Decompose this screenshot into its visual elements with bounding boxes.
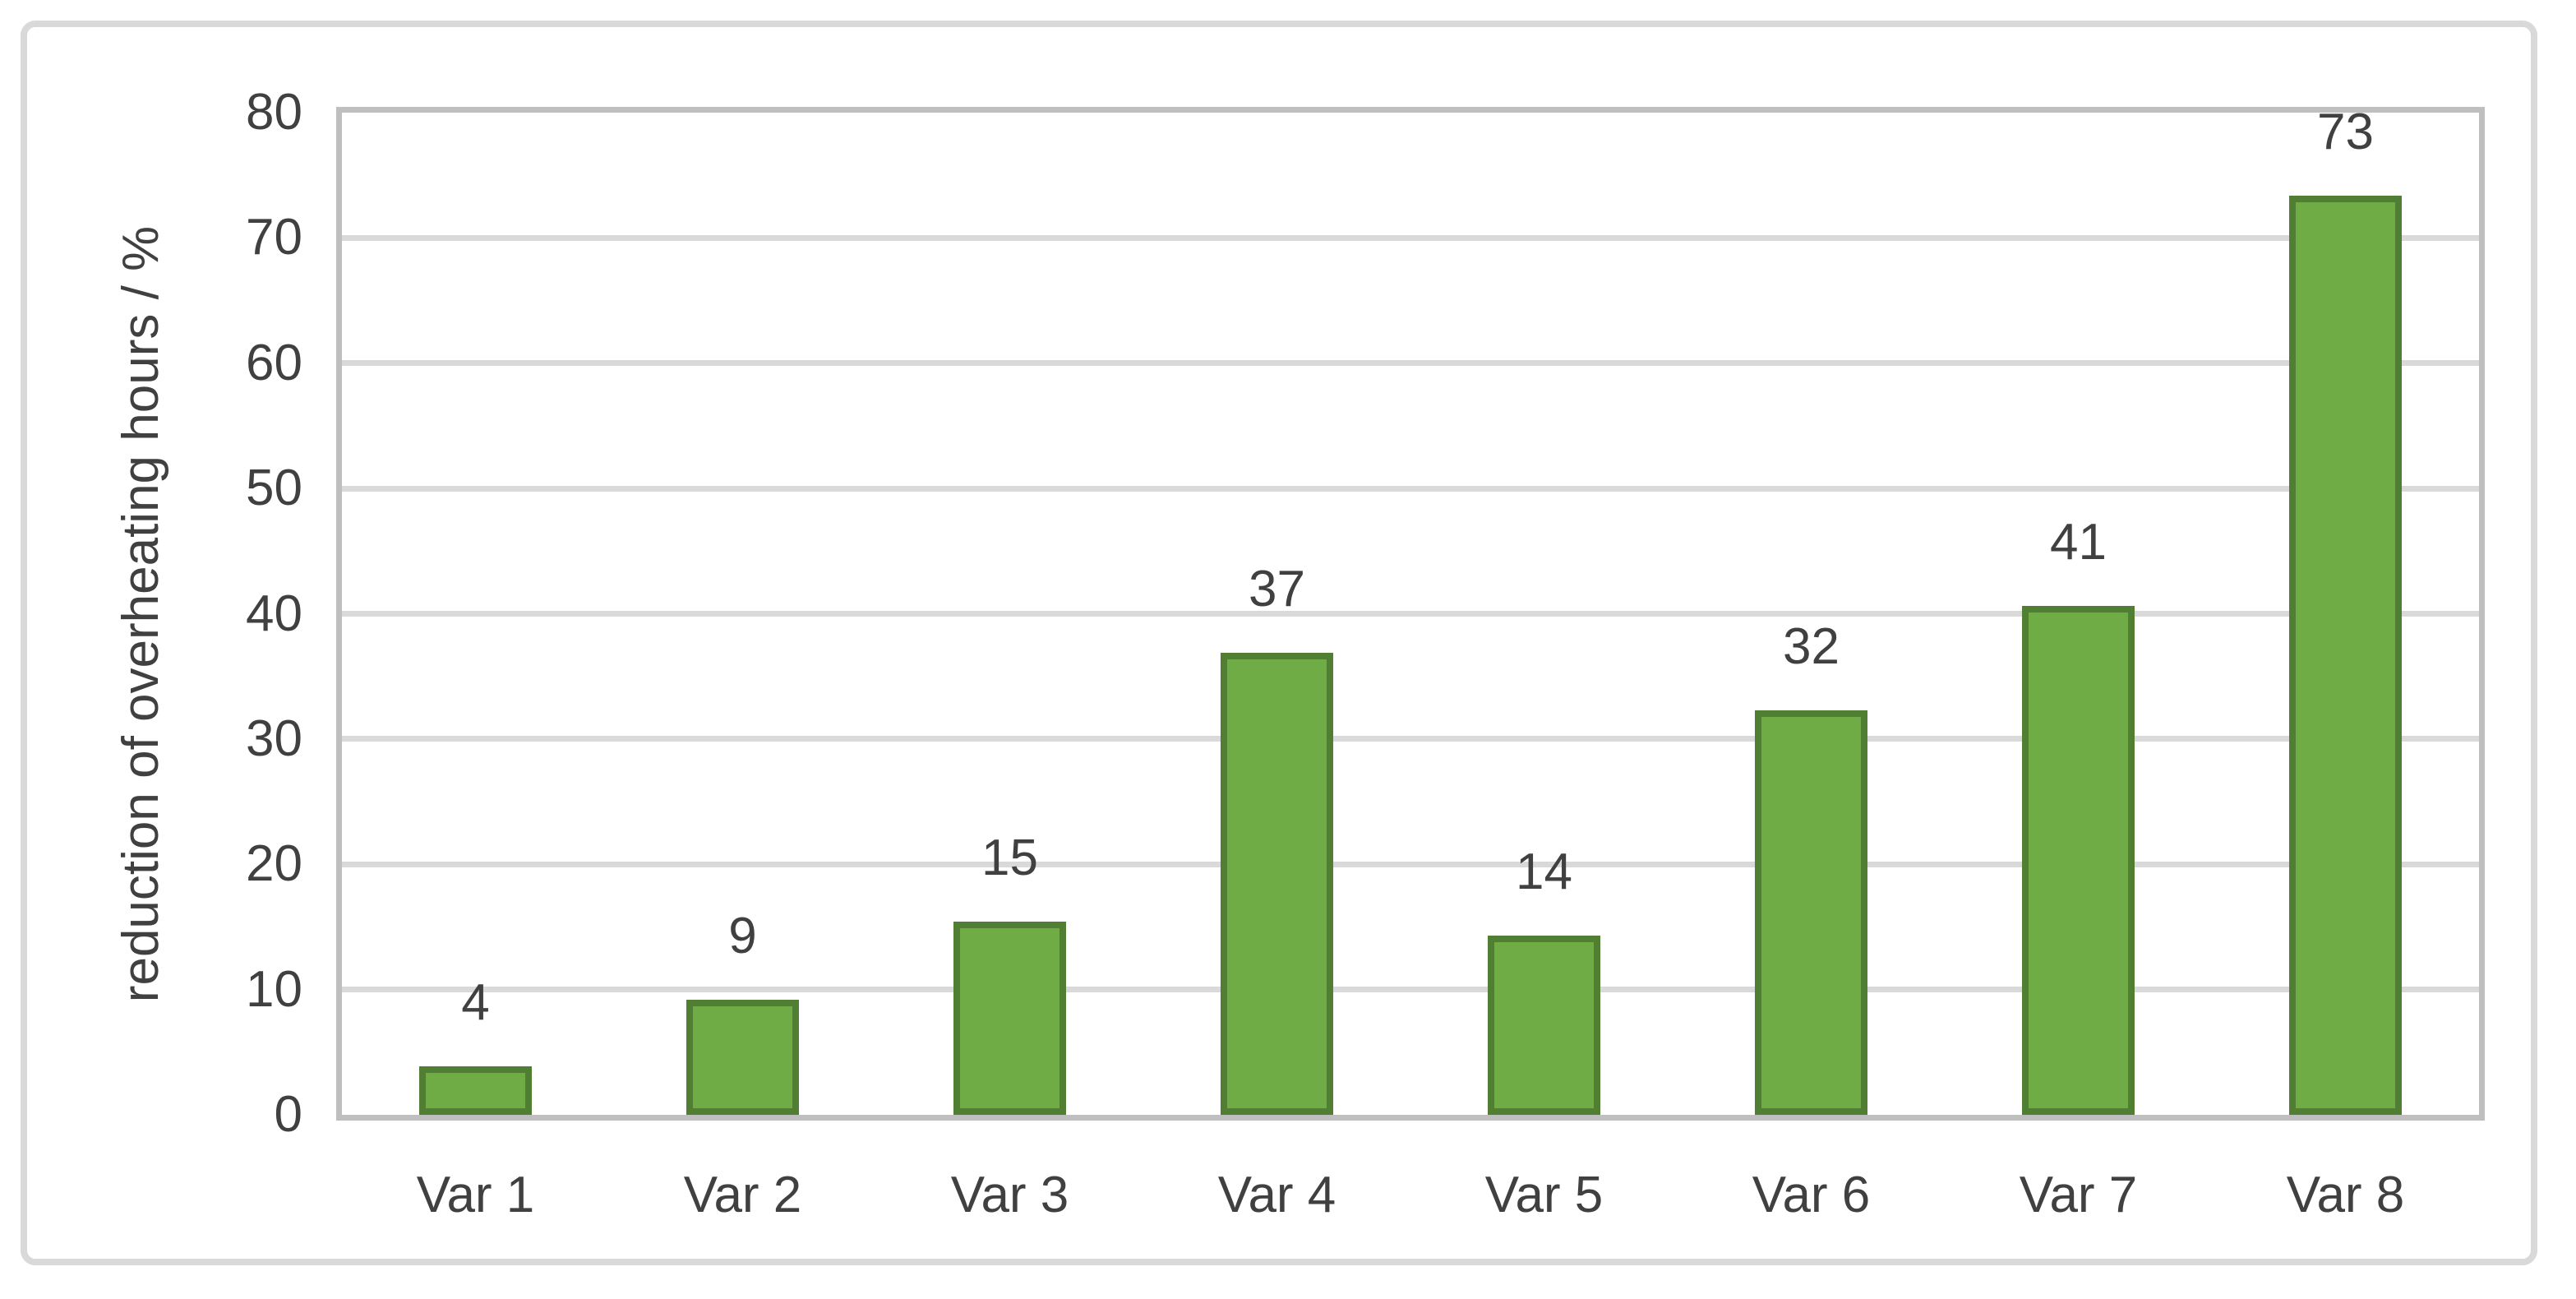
bar-var-7 [2022,606,2135,1115]
gridline-10 [342,987,2479,993]
bar-value-label: 15 [981,830,1038,887]
bar-var-4 [1221,652,1333,1115]
gridline-20 [342,861,2479,867]
gridline-40 [342,611,2479,617]
y-tick-30: 30 [246,710,302,767]
gridline-50 [342,485,2479,492]
gridline-30 [342,736,2479,742]
bar-value-label: 73 [2317,103,2374,160]
bar-value-label: 4 [461,973,490,1031]
y-tick-50: 50 [246,460,302,517]
bar-var-6 [1755,710,1867,1115]
y-tick-70: 70 [246,209,302,266]
bar-value-label: 32 [1783,617,1840,675]
chart-outer-frame [21,21,2537,1265]
y-tick-20: 20 [246,835,302,893]
x-category-7: Var 7 [2019,1167,2138,1223]
gridline-70 [342,234,2479,241]
bar-value-label: 37 [1249,560,1305,617]
y-tick-40: 40 [246,585,302,642]
x-category-3: Var 3 [950,1167,1069,1223]
bar-var-8 [2289,195,2402,1115]
bar-value-label: 41 [2050,514,2107,571]
bar-var-3 [953,922,1066,1115]
bar-value-label: 14 [1516,844,1572,901]
x-category-6: Var 6 [1752,1167,1871,1223]
y-tick-80: 80 [246,84,302,141]
bar-var-1 [419,1066,532,1115]
bar-value-label: 9 [728,907,757,964]
x-category-5: Var 5 [1484,1167,1604,1223]
x-category-1: Var 1 [416,1167,535,1223]
bar-var-5 [1488,936,1600,1115]
plot-area: 4 9 15 37 14 32 41 73 [336,103,2485,1121]
y-tick-10: 10 [246,960,302,1018]
gridline-60 [342,360,2479,367]
x-category-4: Var 4 [1217,1167,1336,1223]
x-category-8: Var 8 [2286,1167,2405,1223]
y-tick-0: 0 [274,1086,302,1143]
bar-var-2 [686,999,799,1115]
y-tick-60: 60 [246,334,302,391]
x-category-2: Var 2 [683,1167,802,1223]
